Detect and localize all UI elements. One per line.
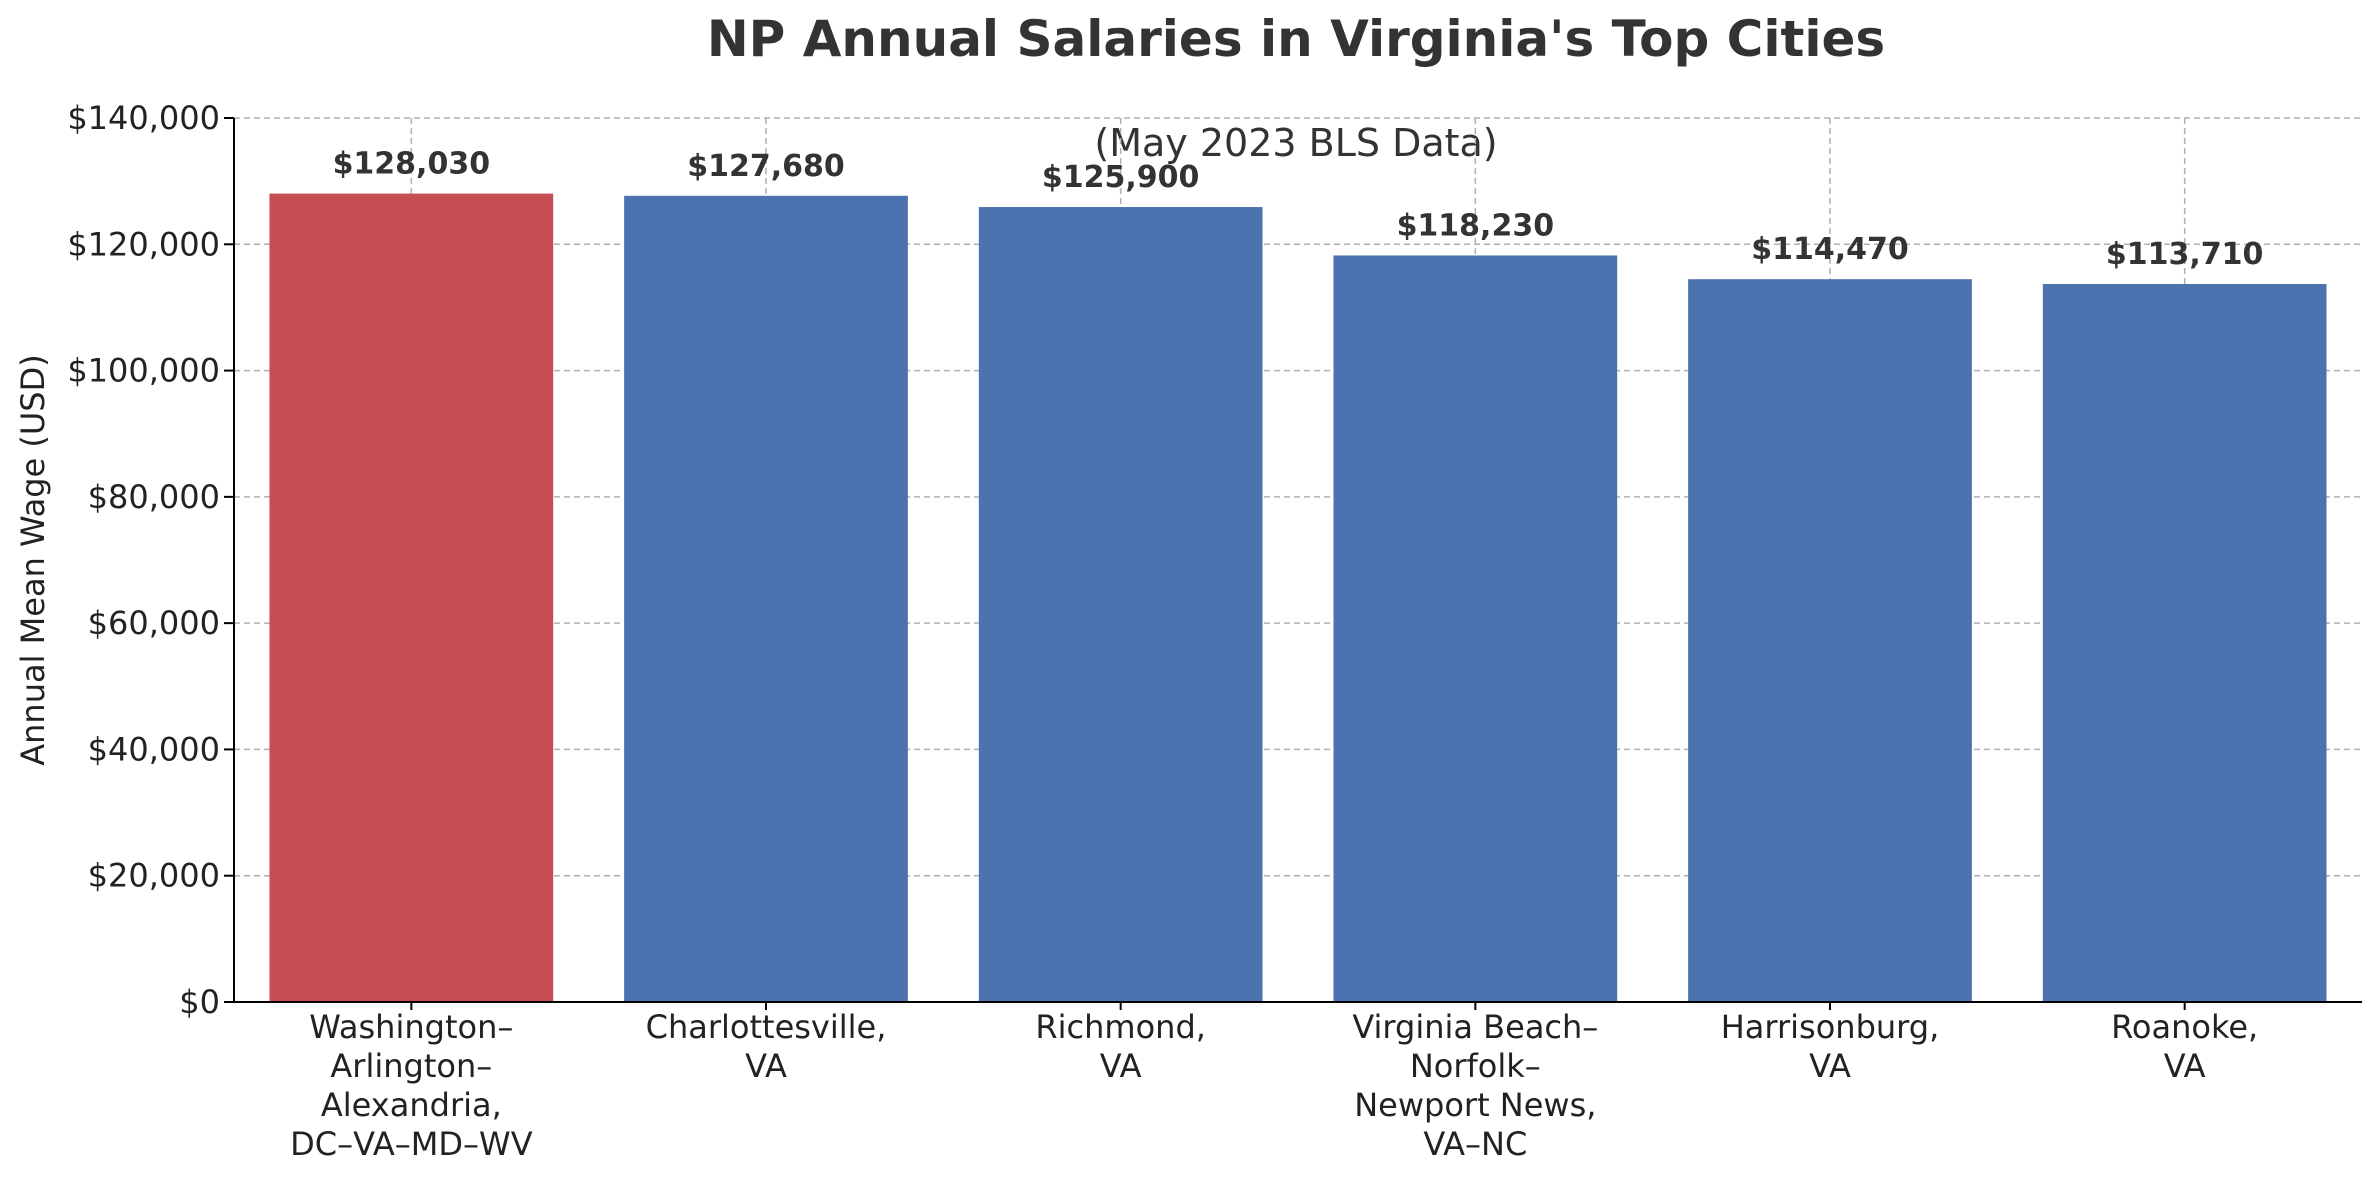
bar — [1333, 255, 1618, 1002]
y-tick-label: $120,000 — [67, 225, 220, 263]
x-tick-label-line: VA — [2164, 1047, 2206, 1085]
bar — [624, 195, 908, 1003]
x-tick-label-line: VA — [1100, 1047, 1142, 1085]
labels: $0 $20,000 $40,000 $60,000 $80,000 $100,000 $1… — [67, 99, 2263, 1163]
axes — [224, 117, 2362, 1010]
data-label: $114,470 — [1751, 232, 1909, 267]
x-tick-label-line: Newport News, — [1354, 1086, 1596, 1124]
y-tick-label: $100,000 — [67, 352, 220, 390]
x-tick-label-line: VA — [1809, 1047, 1851, 1085]
bar — [2042, 284, 2327, 1002]
x-tick-label-line: DC–VA–MD–WV — [290, 1125, 533, 1163]
chart-title: NP Annual Salaries in Virginia's Top Cit… — [707, 10, 1885, 68]
data-label: $128,030 — [333, 147, 491, 182]
x-tick-label-line: Harrisonburg, — [1721, 1008, 1940, 1046]
x-tick-label-line: Virginia Beach– — [1352, 1008, 1598, 1046]
y-tick-label: $40,000 — [88, 730, 220, 768]
x-tick-label-line: Norfolk– — [1410, 1047, 1541, 1085]
x-tick-label-line: VA–NC — [1423, 1125, 1527, 1163]
y-tick-label: $80,000 — [88, 478, 220, 516]
y-tick-label: $60,000 — [88, 604, 220, 642]
x-tick-label-line: VA — [745, 1047, 787, 1085]
y-axis-label: Annual Mean Wage (USD) — [14, 354, 52, 765]
data-label: $118,230 — [1397, 208, 1555, 243]
bars — [269, 193, 2327, 1003]
bar — [978, 207, 1263, 1002]
chart-subtitle: (May 2023 BLS Data) — [1094, 121, 1497, 165]
x-tick-label-line: Richmond, — [1035, 1008, 1206, 1046]
x-tick-label: Richmond, VA — [1035, 1008, 1206, 1085]
data-label: $125,900 — [1042, 160, 1200, 195]
x-tick-label-line: Alexandria, — [321, 1086, 502, 1124]
x-tick-label-line: Arlington– — [330, 1047, 492, 1085]
x-tick-label: Washington– Arlington– Alexandria, DC–VA–MD… — [290, 1008, 533, 1163]
y-tick-label: $20,000 — [88, 857, 220, 895]
data-label: $127,680 — [687, 149, 845, 184]
x-tick-label: Roanoke, VA — [2111, 1008, 2258, 1085]
x-tick-label-line: Charlottesville, — [646, 1008, 887, 1046]
x-tick-label-line: Roanoke, — [2111, 1008, 2258, 1046]
bar — [269, 193, 554, 1002]
x-tick-label: Virginia Beach– Norfolk– Newport News, VA–N… — [1352, 1008, 1598, 1163]
x-tick-label-line: Washington– — [309, 1008, 513, 1046]
x-tick-label: Charlottesville, VA — [646, 1008, 887, 1085]
y-tick-label: $140,000 — [67, 99, 220, 137]
y-tick-label: $0 — [179, 983, 220, 1021]
x-tick-label: Harrisonburg, VA — [1721, 1008, 1940, 1085]
data-label: $113,710 — [2106, 237, 2264, 272]
bar — [1688, 279, 1972, 1002]
